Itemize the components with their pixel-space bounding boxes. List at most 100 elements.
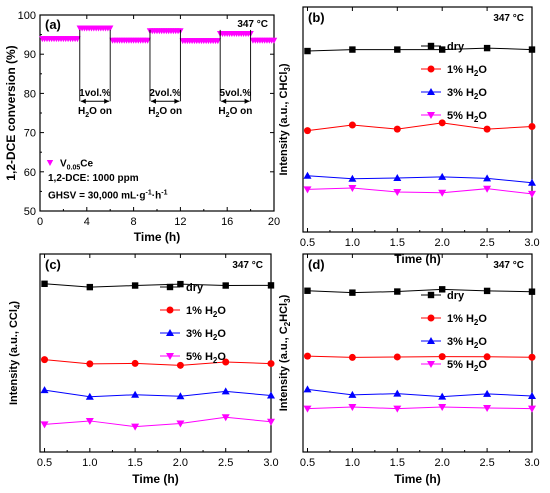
plot-frame — [39, 253, 272, 453]
data-point — [438, 119, 446, 127]
info-line: 1,2-DCE: 1000 ppm — [48, 173, 139, 184]
data-point — [528, 353, 536, 361]
x-tick-label: 12 — [174, 216, 186, 228]
data-point — [483, 404, 492, 412]
water-vol-label: 2vol.% — [149, 88, 181, 99]
legend-marker — [427, 314, 435, 322]
x-tick-label: 1.0 — [82, 457, 97, 469]
x-tick-label: 4 — [84, 216, 90, 228]
data-point — [267, 282, 275, 289]
series-line-3 — [307, 406, 533, 410]
y-tick-label: 80 — [24, 88, 36, 100]
data-point — [40, 421, 49, 429]
data-point — [348, 404, 357, 412]
temperature-label: 347 °C — [493, 260, 524, 271]
legend-label: 1% H2O — [447, 64, 487, 78]
panel-label: (d) — [308, 257, 325, 272]
series-line-2 — [307, 175, 533, 184]
data-point — [270, 37, 278, 44]
data-point — [528, 46, 536, 53]
panel-label: (c) — [45, 257, 61, 272]
x-tick-label: 2.0 — [435, 237, 450, 249]
data-point — [393, 353, 401, 361]
x-tick-label: 20 — [268, 216, 280, 228]
water-on-label: H2O on — [218, 106, 252, 119]
series-line-3 — [44, 416, 272, 428]
data-point — [267, 391, 275, 399]
panel-label: (b) — [308, 10, 325, 25]
data-point — [394, 288, 401, 295]
data-point — [304, 47, 311, 55]
data-point — [222, 282, 229, 289]
legend-label: 3% H2O — [447, 87, 487, 101]
data-point — [86, 360, 94, 368]
series-line-0 — [307, 288, 533, 294]
y-tick-label: 50 — [24, 206, 36, 218]
data-point — [438, 286, 446, 293]
data-point — [348, 121, 356, 129]
data-point — [349, 289, 356, 296]
x-tick-label: 2.5 — [479, 457, 494, 469]
arrow-head-right — [174, 98, 180, 104]
legend-marker — [166, 353, 174, 360]
legend-label: 3% H2O — [447, 336, 487, 350]
data-point — [214, 38, 222, 45]
legend-marker — [166, 306, 174, 314]
legend-label: V0.05Ce — [60, 158, 94, 171]
data-point — [107, 25, 114, 32]
data-point — [131, 390, 140, 398]
legend-marker — [166, 283, 174, 291]
x-tick-label: 2.5 — [218, 457, 233, 469]
data-point — [528, 178, 536, 186]
data-point — [176, 392, 185, 400]
data-point — [131, 423, 140, 431]
x-tick-label: 0.5 — [300, 457, 315, 469]
data-point — [438, 392, 447, 400]
data-point — [176, 420, 185, 428]
data-point — [348, 390, 357, 398]
water-vol-label: 5vol.% — [220, 88, 252, 99]
legend-marker — [427, 337, 435, 344]
data-point — [393, 189, 402, 197]
legend-label: 1% H2O — [447, 313, 487, 327]
series-line-1 — [307, 122, 533, 132]
panel-b: 0.5 1.0 1.5 2.0 2.5 3.0 (b) 347 °C Time (h) Inten… — [278, 6, 540, 266]
panel-d: 0.5 1.0 1.5 2.0 2.5 3.0 (d) 347 °C Time (h) Inten… — [278, 253, 540, 486]
data-point — [393, 405, 402, 413]
data-point — [394, 46, 401, 53]
data-point — [483, 353, 491, 361]
data-point — [267, 360, 275, 368]
water-on-label: H2O on — [148, 106, 182, 119]
temperature-label: 347 °C — [493, 13, 524, 24]
data-point — [267, 418, 275, 426]
data-point — [41, 280, 48, 287]
x-tick-label: 8 — [131, 216, 137, 228]
arrow-head-right — [244, 98, 250, 104]
series-line-1 — [307, 355, 533, 358]
temperature-label: 347 °C — [237, 19, 268, 30]
legend-label: 5% H2O — [186, 351, 226, 365]
data-point — [528, 288, 536, 295]
panel-a: 0 4 8 12 16 20 50 60 70 80 90 100 (a) 347 °C Time (h) 1… — [4, 10, 280, 244]
y-tick-label: 90 — [24, 49, 36, 61]
data-point — [483, 125, 491, 133]
data-point — [303, 171, 312, 179]
legend-label: 1% H2O — [186, 305, 226, 319]
legend-label: dry — [447, 290, 465, 302]
legend-label: 5% H2O — [447, 110, 487, 124]
data-point — [304, 287, 311, 294]
data-point — [438, 189, 447, 197]
data-point — [303, 127, 311, 135]
data-point — [222, 358, 230, 366]
legend-marker — [427, 88, 435, 95]
legend-marker — [427, 291, 435, 299]
data-point — [74, 36, 81, 43]
legend-marker — [427, 361, 435, 368]
data-point — [528, 190, 536, 198]
data-point — [438, 172, 447, 180]
x-tick-label: 3.0 — [524, 237, 539, 249]
legend-marker — [46, 159, 54, 166]
data-point — [393, 389, 402, 397]
y-axis-label: Intensity (a.u., CCl4) — [8, 301, 22, 405]
data-point — [85, 417, 94, 425]
